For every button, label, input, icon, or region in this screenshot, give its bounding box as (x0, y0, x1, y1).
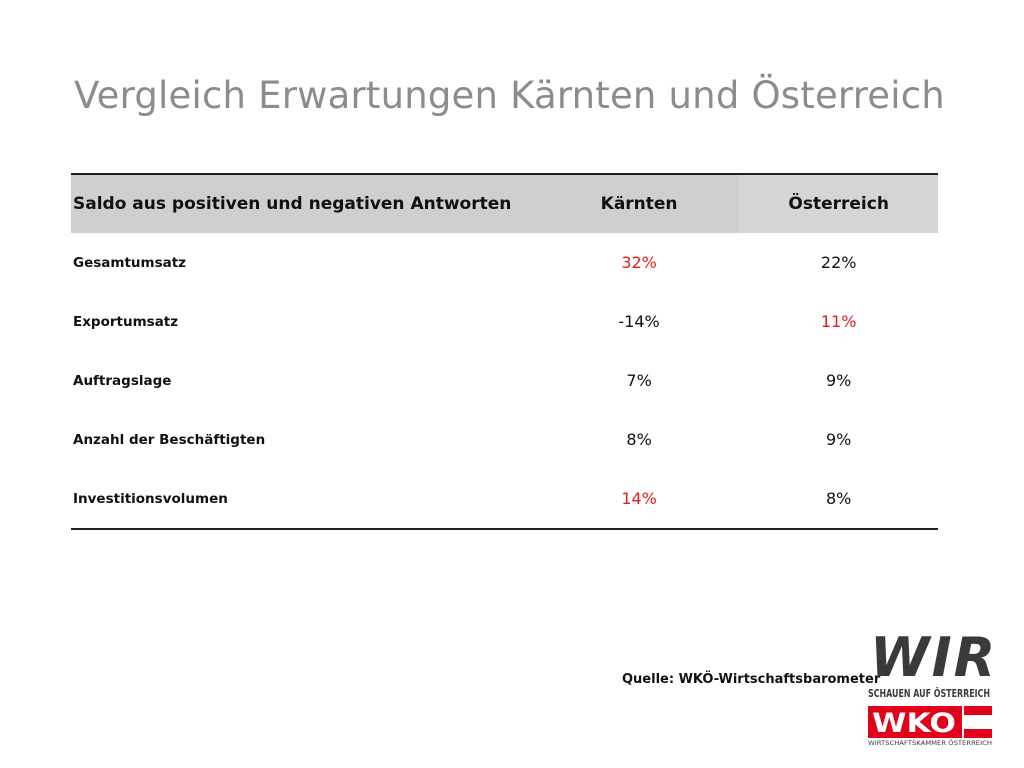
logo-wko-block (868, 706, 962, 738)
table-row: Investitionsvolumen 14% 8% (71, 469, 938, 529)
source-note: Quelle: WKÖ-Wirtschaftsbarometer (622, 672, 881, 687)
value-oesterreich: 11% (820, 312, 857, 331)
value-kaernten: 32% (621, 253, 657, 272)
value-oesterreich: 9% (825, 430, 852, 449)
row-label: Exportumsatz (73, 313, 179, 330)
value-oesterreich: 22% (820, 253, 857, 272)
table-row: Anzahl der Beschäftigten 8% 9% (71, 410, 938, 469)
page-title: Vergleich Erwartungen Kärnten und Österr… (74, 74, 945, 117)
table-header-row: Saldo aus positiven und negativen Antwor… (71, 174, 938, 233)
logo-stripe-top (964, 706, 992, 715)
value-kaernten: -14% (618, 312, 660, 331)
table-row: Exportumsatz -14% 11% (71, 292, 938, 351)
row-label: Anzahl der Beschäftigten (73, 431, 266, 448)
value-kaernten: 8% (626, 430, 652, 449)
logo-subline: WIRTSCHAFTSKAMMER ÖSTERREICH (868, 740, 992, 747)
value-oesterreich: 9% (825, 371, 852, 390)
logo-stripe-bottom (964, 729, 992, 738)
row-label: Auftragslage (73, 372, 172, 389)
table-row: Gesamtumsatz 32% 22% (71, 233, 938, 292)
logo-wko: WKO (872, 708, 956, 739)
logo-tagline: SCHAUEN AUF ÖSTERREICH (868, 686, 990, 700)
header-saldo: Saldo aus positiven und negativen Antwor… (71, 174, 539, 233)
wko-logo: WIR SCHAUEN AUF ÖSTERREICH WKO WIRTSCHAF… (868, 626, 994, 747)
comparison-table: Saldo aus positiven und negativen Antwor… (71, 173, 938, 530)
row-label: Gesamtumsatz (73, 254, 187, 271)
value-kaernten: 14% (621, 489, 657, 508)
value-oesterreich: 8% (825, 489, 852, 508)
logo-wir: WIR (870, 626, 994, 689)
row-label: Investitionsvolumen (73, 490, 228, 507)
header-kaernten: Kärnten (538, 174, 740, 233)
header-oesterreich: Österreich (739, 174, 938, 233)
table-row: Auftragslage 7% 9% (71, 351, 938, 410)
value-kaernten: 7% (626, 371, 652, 390)
